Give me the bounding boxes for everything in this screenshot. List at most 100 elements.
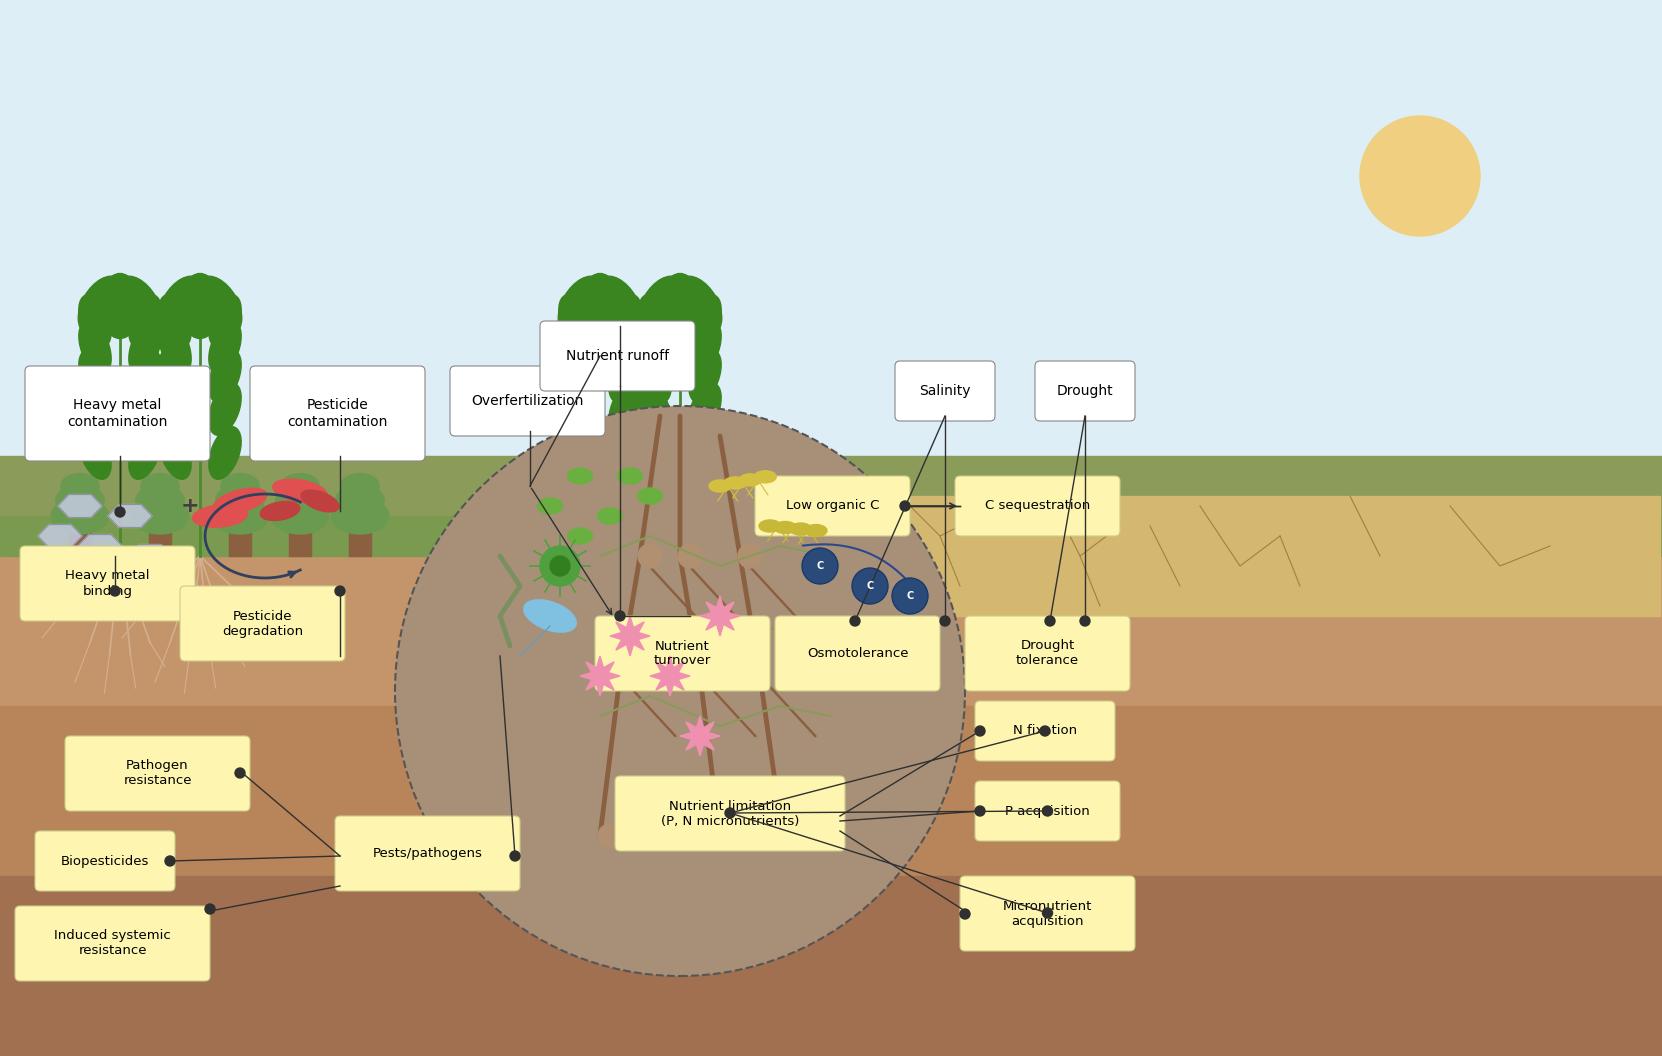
Polygon shape: [650, 656, 690, 696]
Text: Pathogen
resistance: Pathogen resistance: [123, 759, 191, 788]
Ellipse shape: [608, 382, 642, 435]
Text: C: C: [816, 561, 824, 571]
Text: Pesticide
contamination: Pesticide contamination: [288, 398, 387, 429]
FancyBboxPatch shape: [20, 546, 194, 621]
Bar: [150, 516, 171, 557]
Ellipse shape: [675, 276, 721, 336]
Bar: [0, 536, 1662, 1056]
Ellipse shape: [209, 427, 241, 479]
Text: C: C: [866, 581, 874, 591]
Ellipse shape: [131, 498, 189, 534]
Text: Overfertilization: Overfertilization: [472, 394, 583, 408]
Ellipse shape: [725, 477, 746, 489]
Circle shape: [638, 544, 661, 568]
FancyBboxPatch shape: [15, 906, 209, 981]
Text: Induced systemic
resistance: Induced systemic resistance: [55, 929, 171, 958]
Circle shape: [510, 851, 520, 861]
Ellipse shape: [160, 321, 191, 374]
Text: Drought
tolerance: Drought tolerance: [1015, 640, 1079, 667]
FancyBboxPatch shape: [249, 366, 425, 461]
Text: Micronutrient
acquisition: Micronutrient acquisition: [1002, 900, 1092, 927]
Ellipse shape: [216, 485, 264, 515]
Bar: [0, 536, 1662, 616]
Text: Heavy metal
binding: Heavy metal binding: [65, 569, 150, 598]
Ellipse shape: [558, 295, 592, 347]
Ellipse shape: [763, 484, 796, 505]
Circle shape: [234, 768, 244, 778]
Bar: [0, 876, 1662, 1056]
Circle shape: [976, 806, 986, 816]
Text: Salinity: Salinity: [919, 384, 971, 398]
FancyBboxPatch shape: [774, 616, 941, 691]
Text: Low organic C: Low organic C: [786, 499, 879, 512]
FancyBboxPatch shape: [896, 361, 996, 421]
Text: Nutrient limitation
(P, N micronutrients): Nutrient limitation (P, N micronutrients…: [661, 799, 799, 828]
Ellipse shape: [331, 498, 389, 534]
Bar: [771, 521, 789, 557]
Ellipse shape: [115, 276, 161, 336]
Polygon shape: [680, 716, 720, 756]
Circle shape: [598, 824, 622, 848]
Ellipse shape: [160, 350, 191, 402]
Ellipse shape: [209, 321, 241, 374]
Ellipse shape: [608, 350, 642, 402]
Ellipse shape: [789, 523, 811, 535]
Text: +: +: [181, 496, 199, 516]
Ellipse shape: [221, 473, 259, 497]
Ellipse shape: [608, 295, 642, 347]
Circle shape: [961, 909, 971, 919]
Ellipse shape: [193, 505, 248, 527]
Ellipse shape: [61, 473, 100, 497]
Text: C sequestration: C sequestration: [986, 499, 1090, 512]
Ellipse shape: [273, 479, 327, 503]
FancyBboxPatch shape: [1035, 361, 1135, 421]
Ellipse shape: [608, 321, 642, 374]
Ellipse shape: [683, 484, 716, 505]
Text: Heavy metal
contamination: Heavy metal contamination: [68, 398, 168, 429]
Ellipse shape: [261, 502, 299, 521]
Circle shape: [165, 856, 175, 866]
Ellipse shape: [688, 350, 721, 402]
Text: Nutrient runoff: Nutrient runoff: [567, 348, 670, 363]
Bar: [819, 496, 1660, 616]
FancyBboxPatch shape: [966, 616, 1130, 691]
FancyBboxPatch shape: [336, 816, 520, 891]
Ellipse shape: [78, 350, 111, 402]
Ellipse shape: [130, 350, 161, 402]
Bar: [0, 0, 1662, 506]
Ellipse shape: [638, 295, 671, 347]
Ellipse shape: [638, 488, 663, 504]
Ellipse shape: [688, 382, 721, 435]
Ellipse shape: [740, 474, 761, 486]
Ellipse shape: [688, 321, 721, 374]
Ellipse shape: [660, 274, 700, 339]
Ellipse shape: [100, 274, 140, 339]
Ellipse shape: [160, 382, 191, 435]
Circle shape: [853, 568, 888, 604]
FancyBboxPatch shape: [615, 776, 844, 851]
Circle shape: [803, 548, 838, 584]
Text: Osmotolerance: Osmotolerance: [806, 647, 907, 660]
Ellipse shape: [603, 484, 637, 505]
Polygon shape: [128, 545, 171, 567]
Ellipse shape: [158, 276, 206, 336]
Text: C: C: [906, 591, 914, 601]
Circle shape: [901, 501, 911, 511]
Circle shape: [678, 544, 701, 568]
Ellipse shape: [78, 427, 111, 479]
Ellipse shape: [755, 471, 776, 483]
Circle shape: [976, 727, 986, 736]
Circle shape: [115, 507, 125, 517]
Ellipse shape: [595, 505, 645, 536]
Ellipse shape: [595, 276, 642, 336]
Ellipse shape: [213, 488, 266, 514]
FancyBboxPatch shape: [956, 476, 1120, 536]
Text: Nutrient
turnover: Nutrient turnover: [653, 640, 711, 667]
Ellipse shape: [558, 350, 592, 402]
Ellipse shape: [130, 321, 161, 374]
Ellipse shape: [558, 427, 592, 479]
Ellipse shape: [57, 485, 105, 515]
Circle shape: [550, 557, 570, 576]
Ellipse shape: [209, 350, 241, 402]
Circle shape: [1040, 727, 1050, 736]
